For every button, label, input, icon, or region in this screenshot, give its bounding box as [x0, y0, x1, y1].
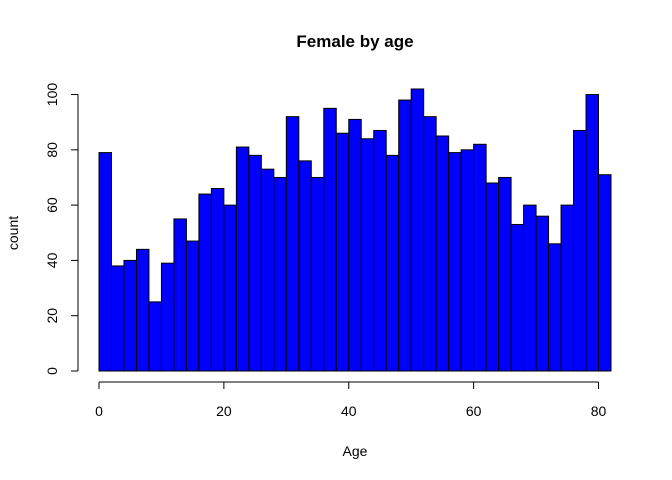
histogram-bar: [548, 243, 562, 372]
histogram-bar: [173, 218, 187, 372]
histogram-bar: [485, 182, 500, 372]
histogram-bar: [473, 143, 487, 372]
histogram-bar: [448, 152, 462, 372]
histogram-bar: [348, 118, 362, 372]
x-tick-label: 60: [466, 403, 482, 419]
histogram-bar: [135, 248, 150, 372]
y-axis: 0 20 40 60 80 100: [44, 83, 79, 375]
histogram-bar: [273, 176, 287, 372]
histogram-bar: [410, 88, 425, 372]
histogram-bar: [248, 154, 262, 372]
x-tick-label: 40: [341, 403, 357, 419]
y-tick-label: 0: [44, 367, 60, 375]
histogram-bar: [210, 188, 225, 372]
y-tick-label: 60: [44, 197, 60, 213]
histogram-bar: [110, 265, 125, 372]
histogram-bar: [123, 259, 137, 372]
histogram-bar: [573, 129, 587, 372]
histogram-bar: [498, 176, 512, 372]
histogram-bar: [185, 240, 200, 372]
x-tick-label: 80: [591, 403, 607, 419]
x-tick-label: 0: [95, 403, 103, 419]
histogram-bar: [510, 223, 525, 372]
histogram-bar: [335, 132, 350, 372]
histogram-bar: [398, 99, 412, 372]
histogram-bar: [298, 160, 312, 372]
histogram-bar: [560, 204, 575, 372]
y-tick-label: 20: [44, 308, 60, 324]
histogram-bar: [260, 168, 275, 372]
histogram-bar: [598, 174, 612, 372]
histogram-bar: [435, 135, 450, 372]
bars-group: [98, 88, 612, 372]
histogram-bar: [323, 107, 337, 372]
histogram-bar: [285, 116, 300, 372]
histogram-bar: [535, 215, 550, 372]
histogram-bar: [148, 301, 162, 372]
histogram-bar: [523, 204, 537, 372]
x-axis-label: Age: [343, 443, 368, 459]
x-axis: 0 20 40 60 80: [95, 381, 607, 419]
histogram-bar: [360, 138, 375, 372]
histogram-bar: [160, 262, 175, 372]
histogram-bar: [423, 116, 437, 372]
y-tick-label: 80: [44, 142, 60, 158]
histogram-bar: [98, 152, 112, 372]
y-tick-label: 100: [44, 83, 60, 107]
histogram-bar: [373, 129, 387, 372]
y-axis-label: count: [5, 216, 21, 250]
histogram-bar: [385, 154, 400, 372]
histogram-bar: [310, 176, 325, 372]
histogram-bar: [223, 204, 237, 372]
histogram-bar: [198, 193, 212, 372]
x-tick-label: 20: [216, 403, 232, 419]
histogram-bar: [460, 149, 475, 372]
histogram-bar: [585, 94, 600, 372]
y-tick-label: 40: [44, 252, 60, 268]
histogram-bar: [235, 146, 250, 372]
chart-title: Female by age: [296, 32, 413, 51]
